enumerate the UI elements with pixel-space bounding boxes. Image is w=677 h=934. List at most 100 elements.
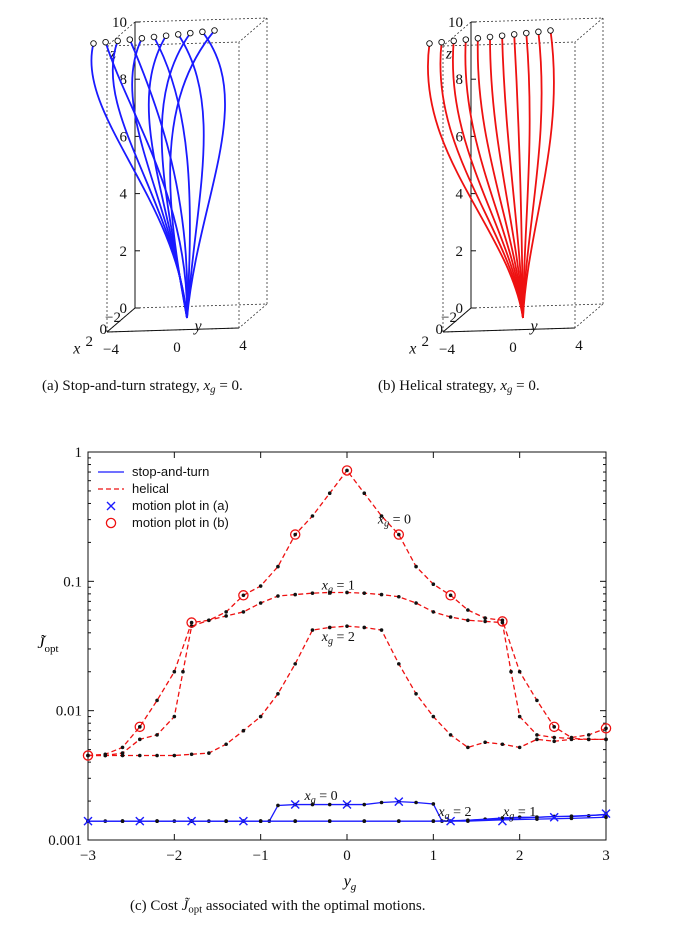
data-point xyxy=(241,593,246,598)
data-point xyxy=(500,620,505,625)
data-point xyxy=(431,582,436,587)
trajectory-line xyxy=(427,43,524,319)
x-axis-label: yg xyxy=(342,873,357,893)
data-point xyxy=(414,800,418,805)
box-top-edge xyxy=(238,17,268,43)
data-point xyxy=(448,733,453,737)
series-line xyxy=(88,591,606,757)
trajectory-endpoint xyxy=(126,36,134,43)
y-axis xyxy=(442,327,576,333)
marker-a xyxy=(549,812,559,822)
legend-label: helical xyxy=(132,481,169,496)
y-tick-label: −4 xyxy=(439,342,455,358)
trajectory-endpoint xyxy=(90,40,97,47)
data-point xyxy=(258,714,263,719)
trajectory-endpoint xyxy=(114,37,121,45)
trajectory-endpoint xyxy=(450,37,457,45)
data-point xyxy=(189,620,194,625)
z-tick-label: 10 xyxy=(448,15,463,31)
data-point xyxy=(500,742,505,747)
data-point xyxy=(379,800,384,805)
data-point xyxy=(224,614,228,618)
trajectory-endpoint xyxy=(510,31,518,38)
legend-label: stop-and-turn xyxy=(132,464,209,479)
data-point xyxy=(431,714,436,719)
data-point xyxy=(517,714,522,719)
trajectory-line xyxy=(186,31,226,319)
data-point xyxy=(586,737,591,742)
x-tick-label: −2 xyxy=(166,848,182,864)
x-axis xyxy=(106,307,136,333)
data-point xyxy=(120,753,125,758)
z-tick-label: 0 xyxy=(120,301,128,317)
y-tick-label: 4 xyxy=(575,338,583,354)
y-tick-label: −4 xyxy=(103,342,119,358)
z-tick-label: 10 xyxy=(112,15,127,31)
z-tick-label: 6 xyxy=(456,129,464,145)
marker-b xyxy=(497,616,508,627)
annotation-label-text: xg = 0 xyxy=(304,789,338,806)
data-point xyxy=(224,610,228,614)
data-point xyxy=(276,594,280,598)
data-point xyxy=(310,802,315,807)
z-tick-label: 2 xyxy=(456,244,464,260)
legend-label: motion plot in (b) xyxy=(132,515,229,530)
trajectory-endpoint xyxy=(547,27,554,34)
data-point xyxy=(414,692,418,696)
trajectory-line xyxy=(522,31,543,319)
annotation-label-text: xg = 2 xyxy=(437,805,471,822)
data-point xyxy=(535,698,539,703)
data-point xyxy=(207,618,211,623)
marker-b xyxy=(186,617,197,628)
x-tick-label: 2 xyxy=(422,334,430,350)
y-tick-label: 1 xyxy=(75,445,83,461)
trajectory-endpoint xyxy=(486,33,494,41)
y-tick-label: 0.001 xyxy=(48,833,82,849)
y-tick-label: 0 xyxy=(173,340,181,356)
box-floor-edge xyxy=(134,303,268,309)
trajectory-endpoint xyxy=(498,32,506,39)
box-top-edge xyxy=(574,17,604,43)
data-point xyxy=(535,733,539,737)
data-point xyxy=(362,491,367,496)
data-point xyxy=(138,737,142,742)
data-point xyxy=(362,802,367,807)
trajectory-endpoint xyxy=(535,28,542,36)
z-tick-label: 0 xyxy=(456,301,464,317)
data-point xyxy=(448,593,453,598)
data-point xyxy=(155,819,159,823)
caption-c: (c) Cost J̃opt associated with the optim… xyxy=(130,898,426,916)
legend-swatch xyxy=(106,501,116,511)
box-top-edge xyxy=(134,17,268,23)
z-tick-label: 2 xyxy=(120,244,128,260)
data-point xyxy=(569,816,574,821)
trajectory-line xyxy=(522,30,555,319)
data-point xyxy=(241,728,246,733)
trajectory-endpoint xyxy=(462,36,470,43)
trajectory-endpoint xyxy=(474,35,482,42)
trajectory-endpoint xyxy=(426,40,433,47)
data-point xyxy=(431,802,436,806)
trajectory-line xyxy=(522,33,531,319)
trajectory-line xyxy=(177,33,205,319)
legend: stop-and-turn helical motion plot in (a) mo… xyxy=(98,464,229,530)
x-tick-label: 1 xyxy=(430,848,438,864)
box-floor-edge xyxy=(470,303,604,309)
trajectory-endpoint xyxy=(211,27,218,34)
trajectory-endpoint xyxy=(523,29,530,37)
z-axis-label: z xyxy=(445,45,453,62)
trajectory-line xyxy=(501,35,524,319)
trajectory-endpoint xyxy=(438,38,445,46)
data-point xyxy=(155,733,159,737)
z-tick-label: 8 xyxy=(120,72,128,88)
x-axis xyxy=(442,307,472,333)
data-point xyxy=(517,745,522,750)
data-point xyxy=(86,753,90,758)
data-point xyxy=(276,803,280,808)
y-axis-label: y xyxy=(528,318,538,335)
marker-b xyxy=(600,723,612,734)
x-tick-label: 3 xyxy=(602,848,610,864)
